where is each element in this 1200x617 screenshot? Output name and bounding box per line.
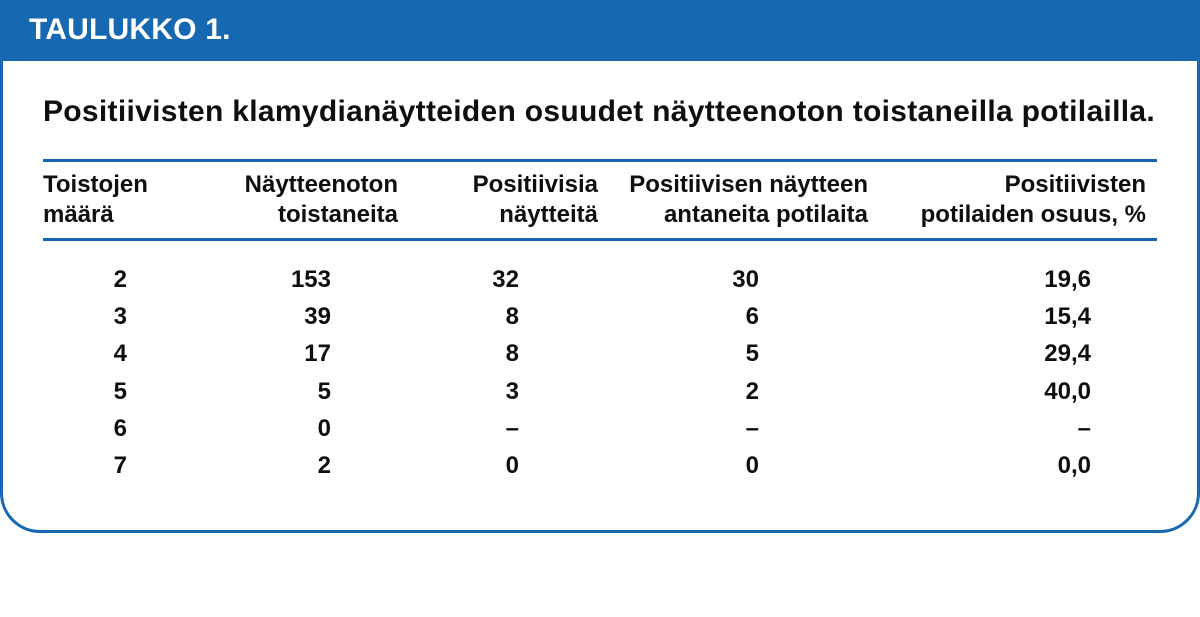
col-header-1-line2: määrä	[43, 201, 114, 228]
cell: 8	[331, 335, 519, 372]
cell: 17	[127, 335, 331, 372]
cell: –	[759, 410, 1091, 447]
cell: 3	[331, 373, 519, 410]
cell: 2	[519, 373, 759, 410]
cell: 3	[43, 298, 127, 335]
col-header-3: Positiivisia näytteitä	[398, 170, 598, 230]
cell: 6	[43, 410, 127, 447]
cell: 0	[127, 410, 331, 447]
col-header-4-line1: Positiivisen näytteen	[629, 171, 868, 198]
cell: 5	[43, 373, 127, 410]
cell: 5	[519, 335, 759, 372]
cell: 15,4	[759, 298, 1091, 335]
cell: 0,0	[759, 447, 1091, 484]
table-row: 5 5 3 2 40,0	[43, 373, 1157, 410]
table-number: TAULUKKO 1.	[29, 13, 231, 46]
cell: –	[331, 410, 519, 447]
cell: 6	[519, 298, 759, 335]
cell: 19,6	[759, 261, 1091, 298]
cell: 39	[127, 298, 331, 335]
cell: 153	[127, 261, 331, 298]
table-row: 2 153 32 30 19,6	[43, 261, 1157, 298]
table-row: 3 39 8 6 15,4	[43, 298, 1157, 335]
cell: 0	[331, 447, 519, 484]
col-header-5-line1: Positiivisten	[1005, 171, 1146, 198]
col-header-5-line2: potilaiden osuus, %	[921, 201, 1146, 228]
cell: 5	[127, 373, 331, 410]
cell: 2	[43, 261, 127, 298]
table-row: 7 2 0 0 0,0	[43, 447, 1157, 484]
column-headers-row: Toistojen määrä Näytteenoton toistaneita…	[43, 162, 1157, 238]
cell: 7	[43, 447, 127, 484]
cell: 0	[519, 447, 759, 484]
col-header-4: Positiivisen näytteen antaneita potilait…	[598, 170, 868, 230]
col-header-4-line2: antaneita potilaita	[664, 201, 868, 228]
table-body: Positiivisten klamydianäytteiden osuudet…	[3, 61, 1197, 530]
col-header-1: Toistojen määrä	[43, 170, 208, 230]
table-row: 6 0 – – –	[43, 410, 1157, 447]
cell: 2	[127, 447, 331, 484]
cell: –	[519, 410, 759, 447]
col-header-3-line1: Positiivisia	[473, 171, 598, 198]
col-header-1-line1: Toistojen	[43, 171, 148, 198]
col-header-2: Näytteenoton toistaneita	[208, 170, 398, 230]
col-header-2-line1: Näytteenoton	[245, 171, 398, 198]
col-header-2-line2: toistaneita	[278, 201, 398, 228]
cell: 4	[43, 335, 127, 372]
cell: 40,0	[759, 373, 1091, 410]
cell: 32	[331, 261, 519, 298]
cell: 8	[331, 298, 519, 335]
table-header-bar: TAULUKKO 1.	[3, 3, 1197, 61]
col-header-3-line2: näytteitä	[499, 201, 598, 228]
table-container: TAULUKKO 1. Positiivisten klamydianäytte…	[0, 0, 1200, 533]
data-rows: 2 153 32 30 19,6 3 39 8 6 15,4 4 17 8 5 …	[43, 241, 1157, 484]
cell: 29,4	[759, 335, 1091, 372]
table-caption: Positiivisten klamydianäytteiden osuudet…	[43, 95, 1157, 129]
col-header-5: Positiivisten potilaiden osuus, %	[868, 170, 1146, 230]
table-row: 4 17 8 5 29,4	[43, 335, 1157, 372]
cell: 30	[519, 261, 759, 298]
